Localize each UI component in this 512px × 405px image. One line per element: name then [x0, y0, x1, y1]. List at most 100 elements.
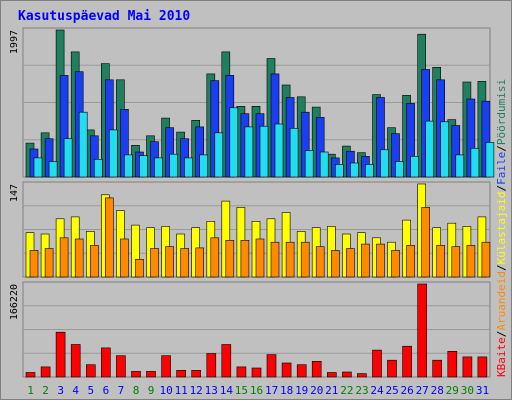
legend-item-3: Külastajaid: [495, 192, 508, 265]
bar-kbaite-day-10: [161, 355, 171, 378]
bar-kbaite-day-5: [86, 364, 96, 378]
bar-kbaite-day-20: [311, 360, 322, 378]
x-tick-label: 4: [72, 384, 79, 397]
bar-kbaite-day-22: [342, 371, 352, 378]
bar-k-lastajaid-day-20: [319, 151, 329, 178]
x-tick-label: 24: [370, 384, 384, 397]
x-tick-label: 18: [280, 384, 293, 397]
bar-k-lastajaid-day-29: [455, 154, 465, 178]
x-tick-label: 30: [461, 384, 474, 397]
bar-aruandeid-day-11: [180, 248, 189, 278]
bar-aruandeid-day-22: [346, 248, 355, 278]
x-tick-label: 25: [385, 384, 398, 397]
bar-kbaite-day-24: [372, 349, 382, 378]
bar-aruandeid-day-8: [135, 258, 144, 278]
bar-k-lastajaid-day-19: [304, 150, 314, 178]
legend-item-2: Aruandeid: [495, 271, 508, 331]
x-tick-label: 23: [355, 384, 368, 397]
bar-k-lastajaid-day-26: [410, 156, 419, 178]
bar-k-lastajaid-day-21: [334, 164, 344, 178]
legend-separator: /: [495, 145, 508, 152]
bar-aruandeid-day-5: [90, 245, 99, 278]
bar-aruandeid-day-2: [44, 248, 54, 278]
bar-k-lastajaid-day-25: [395, 161, 404, 178]
bar-k-lastajaid-day-24: [380, 149, 389, 178]
bar-aruandeid-day-17: [270, 241, 280, 278]
x-tick-label: 8: [133, 384, 140, 397]
bar-k-lastajaid-day-4: [78, 111, 88, 178]
bar-kbaite-day-1: [25, 372, 36, 378]
panel-upper: 1997: [9, 27, 495, 178]
x-tick-label: 5: [87, 384, 94, 397]
bar-aruandeid-day-3: [59, 237, 69, 278]
x-tick-label: 22: [340, 384, 353, 397]
x-tick-label: 17: [265, 384, 278, 397]
bar-aruandeid-day-26: [406, 245, 415, 278]
bar-aruandeid-day-16: [255, 238, 265, 278]
bar-k-lastajaid-day-18: [289, 128, 299, 178]
bar-k-lastajaid-day-27: [425, 120, 435, 178]
bar-kbaite-day-19: [296, 364, 307, 378]
legend-separator: /: [495, 185, 508, 192]
bar-k-lastajaid-day-9: [154, 157, 163, 178]
bar-aruandeid-day-10: [165, 246, 174, 278]
legend-item-1: KBaite: [495, 337, 508, 377]
bar-aruandeid-day-15: [240, 240, 250, 278]
bar-k-lastajaid-day-5: [94, 159, 103, 178]
bar-k-lastajaid-day-1: [33, 157, 43, 178]
x-tick-label: 28: [431, 384, 444, 397]
x-tick-label: 2: [42, 384, 49, 397]
bar-kbaite-day-26: [402, 345, 412, 378]
bar-k-lastajaid-day-8: [139, 155, 148, 178]
bar-aruandeid-day-13: [210, 237, 220, 278]
legend-separator: /: [495, 264, 508, 271]
bar-kbaite-day-28: [432, 359, 443, 378]
bar-k-lastajaid-day-31: [485, 142, 495, 178]
bar-kbaite-day-8: [131, 371, 141, 378]
bar-k-lastajaid-day-7: [124, 154, 133, 178]
bar-aruandeid-day-25: [391, 250, 400, 278]
bar-kbaite-day-18: [281, 362, 292, 378]
bar-kbaite-day-30: [462, 356, 473, 378]
panel-max-label: 147: [9, 184, 20, 202]
panel-lower: 166220: [9, 281, 491, 378]
x-tick-label: 9: [148, 384, 155, 397]
panel-max-label: 1997: [9, 30, 20, 54]
legend-text: KBaite/Aruandeid/Külastajaid/Faile/Pöörd…: [495, 79, 508, 377]
bar-kbaite-day-25: [387, 359, 397, 378]
x-tick-label: 13: [205, 384, 218, 397]
legend-item-4: Faile: [495, 152, 508, 185]
bar-aruandeid-day-1: [29, 250, 39, 278]
bar-k-lastajaid-day-6: [109, 129, 118, 178]
bar-k-lastajaid-day-28: [440, 121, 450, 178]
x-tick-label: 3: [57, 384, 64, 397]
panel-max-label: 166220: [9, 284, 20, 320]
bar-k-lastajaid-day-30: [470, 148, 480, 178]
bar-aruandeid-day-29: [451, 246, 461, 278]
x-tick-label: 16: [250, 384, 263, 397]
bar-kbaite-day-21: [326, 372, 337, 378]
bar-k-lastajaid-day-11: [184, 157, 193, 178]
x-tick-label: 1: [27, 384, 34, 397]
bar-aruandeid-day-28: [436, 245, 446, 278]
bar-kbaite-day-14: [221, 344, 232, 378]
bar-kbaite-day-31: [477, 356, 488, 378]
bar-aruandeid-day-4: [74, 238, 84, 278]
x-tick-label: 26: [400, 384, 413, 397]
x-tick-label: 7: [118, 384, 125, 397]
bar-aruandeid-day-27: [421, 207, 431, 278]
x-tick-label: 14: [220, 384, 234, 397]
bar-aruandeid-day-19: [300, 241, 310, 278]
bar-aruandeid-day-9: [150, 248, 159, 278]
x-tick-label: 10: [159, 384, 172, 397]
bar-k-lastajaid-day-2: [48, 161, 58, 178]
panel-middle: 147: [9, 181, 491, 278]
bar-aruandeid-day-7: [120, 238, 129, 278]
x-tick-label: 29: [446, 384, 459, 397]
bar-aruandeid-day-24: [376, 243, 385, 278]
bar-k-lastajaid-day-17: [274, 123, 284, 178]
bar-kbaite-day-27: [417, 283, 428, 378]
x-tick-label: 21: [325, 384, 338, 397]
x-tick-label: 6: [103, 384, 110, 397]
x-tick-label: 31: [476, 384, 489, 397]
